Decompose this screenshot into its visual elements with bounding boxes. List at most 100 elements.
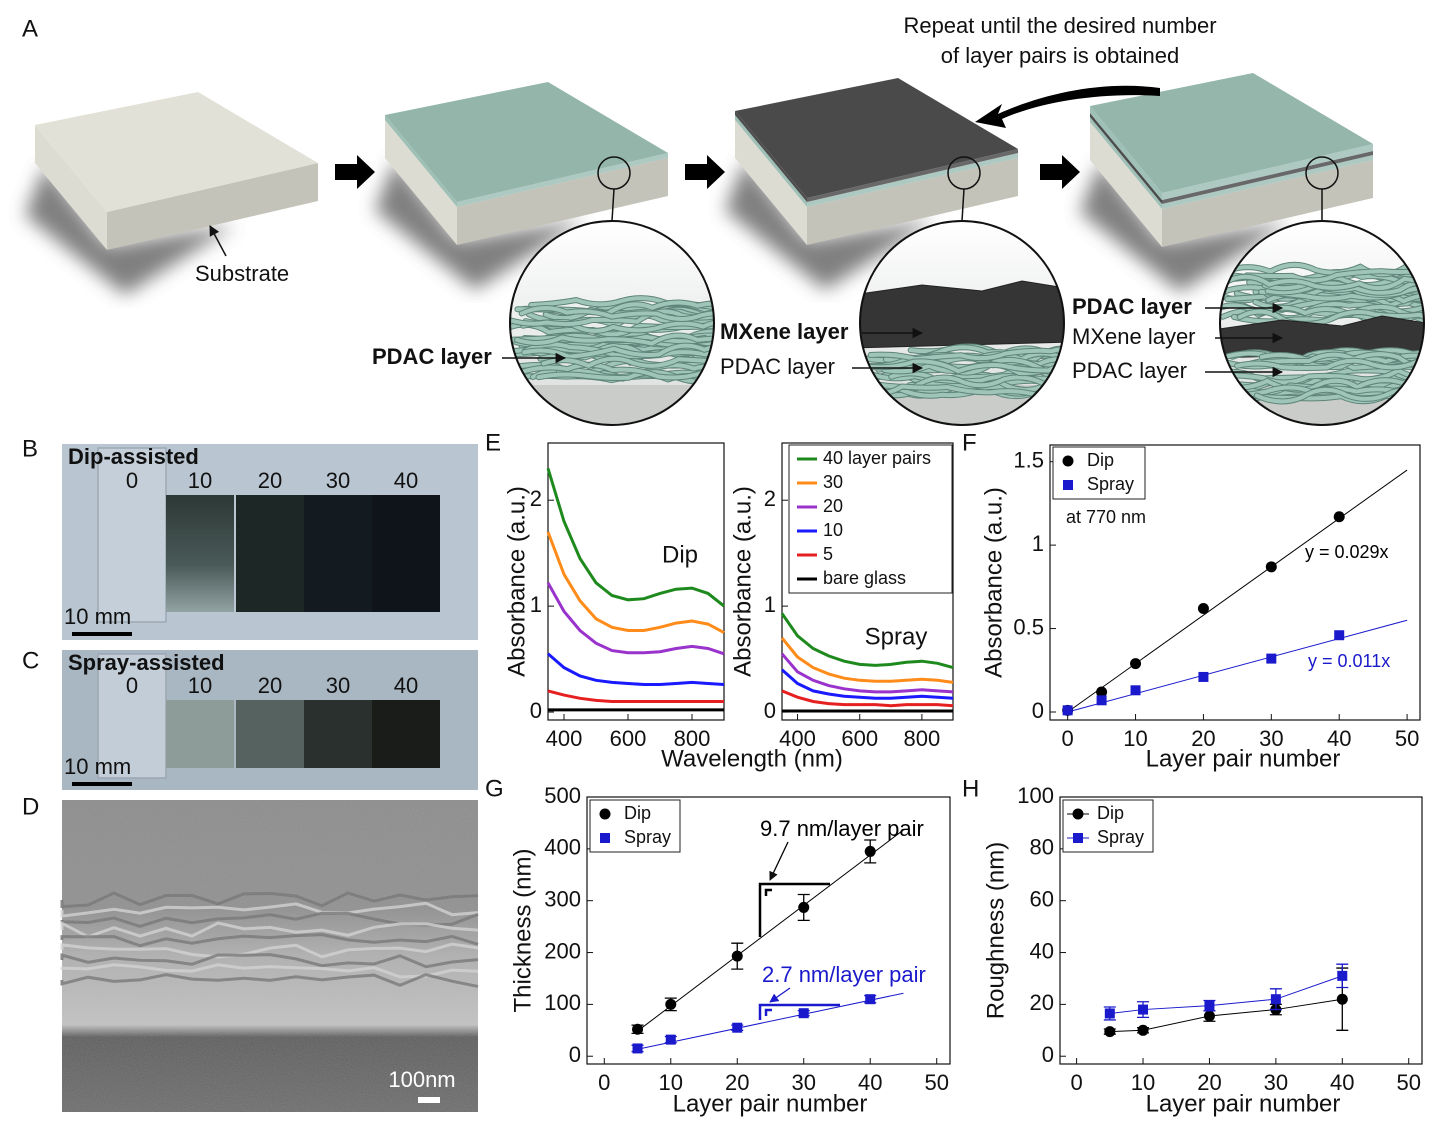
layer-front [385,115,457,207]
pointer [209,225,227,257]
panel-a: Repeat until the desired number of layer … [25,13,1425,426]
scale-bar-label: 10 mm [64,604,131,629]
fiber [1244,268,1424,283]
fiber [868,346,1064,362]
x-tick-label: 0 [1062,726,1074,751]
plot-frame [586,796,951,1065]
slope-triangle [758,882,830,937]
legend-label: 20 [823,496,843,516]
y-tick-label: 0 [569,1042,581,1067]
y-tick-label: 0 [1042,1042,1054,1067]
marker [632,1043,643,1054]
y-tick-label: 1 [530,592,542,617]
y-tick-label: 40 [1030,938,1054,963]
repeat-note: Repeat until the desired number [903,13,1216,38]
legend-label: Dip [1087,450,1114,470]
x-tick-label: 20 [725,1070,749,1095]
chart: 0 20 40 60 80 100 0 10 20 30 40 50 Roughness (nm) Lay… [982,783,1423,1117]
legend-label: Spray [624,827,671,847]
marker [1104,1026,1116,1038]
marker [665,998,677,1010]
x-axis-label: Wavelength (nm) [661,745,843,772]
marker [1333,511,1345,523]
marker [798,1008,809,1019]
substrate-label: Substrate [195,261,289,286]
x-tick-label: 40 [1327,726,1351,751]
x-tick-label: 30 [1264,1070,1288,1095]
fiber [541,354,714,369]
legend-label: 30 [823,472,843,492]
process-arrow [335,155,375,189]
spectrum-line [546,582,725,656]
legend-label: 5 [823,544,833,564]
fit-label: y = 0.029x [1305,542,1389,562]
x-tick-label: 40 [1330,1070,1354,1095]
legend-swatch [1062,455,1074,467]
slab-front [735,120,807,245]
legend-label: Dip [624,803,651,823]
photo-title: Spray-assisted [68,650,225,675]
marker [864,845,876,857]
fiber [1261,352,1424,370]
x-tick-label: 600 [610,726,647,751]
zoom-floor [510,385,714,425]
legend-label: 40 layer pairs [823,448,931,468]
sample-label: 40 [394,673,418,698]
y-tick-label: 100 [544,990,581,1015]
sample-label: 0 [126,468,138,493]
sample-film [166,700,234,768]
zoom-frame [859,220,1065,426]
annotation: at 770 nm [1066,507,1146,527]
layer-label: PDAC layer [1072,294,1192,319]
spectrum-line [780,612,954,670]
y-tick-label: 0.5 [1013,614,1044,639]
marker [1197,603,1209,615]
sample-label: 30 [326,673,350,698]
x-tick-label: 600 [841,726,878,751]
chart: 0 1 2 400 600 800 Absorbance (a.u.) Spray 40 lay… [729,442,954,751]
slope-pointer [769,841,789,881]
fit-line [637,829,904,1032]
marker [1337,970,1348,981]
sample-film [304,700,372,768]
fit-line [1067,469,1408,713]
marker [1198,671,1209,682]
plot-frame [547,442,725,721]
layer-side [1162,151,1373,204]
marker [632,1023,644,1035]
marker [1266,653,1277,664]
fit-line [1067,619,1408,713]
slab-top [735,78,1018,198]
y-tick-label: 2 [530,486,542,511]
y-tick-label: 20 [1030,990,1054,1015]
slope-pointer [769,987,791,1003]
marker [732,1022,743,1033]
marker [731,950,743,962]
annotation: Spray [865,623,928,650]
legend-label: 10 [823,520,843,540]
x-tick-label: 50 [924,1070,948,1095]
slab-side [457,158,668,245]
y-axis-label: Roughness (nm) [982,842,1009,1019]
legend-label: Spray [1097,827,1144,847]
marker [1270,994,1281,1005]
zoom-frame [509,220,715,426]
x-tick-label: 400 [779,726,816,751]
y-tick-label: 0 [530,698,542,723]
layer-side [807,153,1018,207]
layer-side [457,153,668,207]
marker [865,994,876,1005]
repeat-arrow [975,85,1160,128]
legend-swatch [600,833,610,843]
marker [1104,1008,1115,1019]
y-tick-label: 80 [1030,835,1054,860]
slab-top [1090,73,1373,193]
repeat-note: of layer pairs is obtained [941,43,1179,68]
scale-bar [72,782,132,786]
shadow [725,160,935,290]
spectrum-line [546,467,725,608]
marker [665,1034,676,1045]
legend-label: Spray [1087,474,1134,494]
y-tick-label: 100 [1017,783,1054,808]
sem-noise [62,800,478,1112]
